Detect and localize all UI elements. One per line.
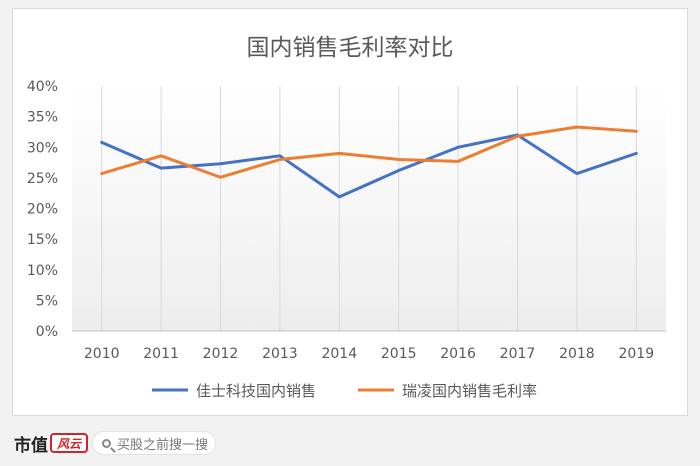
legend-item: 瑞凌国内销售毛利率 bbox=[358, 382, 537, 400]
data-point bbox=[278, 154, 281, 157]
legend-label: 瑞凌国内销售毛利率 bbox=[402, 382, 537, 400]
legend-label: 佳士科技国内销售 bbox=[196, 382, 316, 400]
brand-logo: 市值 风云 bbox=[14, 432, 88, 456]
data-point bbox=[278, 158, 281, 161]
data-point bbox=[397, 169, 400, 172]
line-chart: 国内销售毛利率对比 0% 5% 10% 15% 20% 25% 30% 35% 40% 2010… bbox=[27, 35, 666, 400]
data-point bbox=[457, 146, 460, 149]
x-tick-label: 2015 bbox=[381, 346, 417, 362]
y-tick-label: 30% bbox=[27, 140, 58, 156]
data-point bbox=[160, 167, 163, 170]
brand-text: 市值 bbox=[14, 435, 48, 456]
data-point bbox=[338, 195, 341, 198]
x-tick-label: 2016 bbox=[440, 346, 476, 362]
y-tick-label: 15% bbox=[27, 232, 58, 248]
search-placeholder: 买股之前搜一搜 bbox=[117, 437, 209, 453]
data-point bbox=[219, 176, 222, 179]
data-point bbox=[635, 152, 638, 155]
data-point bbox=[575, 126, 578, 129]
x-tick-label: 2017 bbox=[500, 346, 536, 362]
data-point bbox=[100, 172, 103, 175]
data-point bbox=[575, 172, 578, 175]
x-tick-label: 2011 bbox=[143, 346, 179, 362]
x-tick-label: 2014 bbox=[321, 346, 357, 362]
x-tick-label: 2019 bbox=[618, 346, 654, 362]
search-icon bbox=[102, 438, 111, 448]
search-box[interactable]: 买股之前搜一搜 bbox=[92, 431, 216, 455]
x-tick-label: 2012 bbox=[203, 346, 239, 362]
y-tick-label: 20% bbox=[27, 202, 58, 218]
data-point bbox=[397, 158, 400, 161]
legend-item: 佳士科技国内销售 bbox=[152, 382, 316, 400]
data-point bbox=[219, 162, 222, 165]
data-point bbox=[635, 130, 638, 133]
data-point bbox=[338, 152, 341, 155]
plot-area-background bbox=[72, 86, 666, 331]
y-tick-label: 40% bbox=[27, 79, 58, 95]
y-tick-label: 35% bbox=[27, 110, 58, 126]
brand-seal: 风云 bbox=[50, 433, 88, 453]
data-point bbox=[457, 160, 460, 163]
series-line-1 bbox=[100, 125, 638, 179]
chart-title: 国内销售毛利率对比 bbox=[247, 35, 454, 61]
data-point bbox=[100, 141, 103, 144]
y-tick-label: 10% bbox=[27, 263, 58, 279]
y-tick-label: 5% bbox=[36, 293, 58, 309]
x-tick-label: 2013 bbox=[262, 346, 298, 362]
y-tick-label: 25% bbox=[27, 171, 58, 187]
data-point bbox=[160, 154, 163, 157]
y-tick-label: 0% bbox=[36, 324, 58, 340]
footer-bar: 市值 风云 买股之前搜一搜 bbox=[0, 420, 700, 466]
x-tick-label: 2010 bbox=[84, 346, 120, 362]
x-tick-label: 2018 bbox=[559, 346, 595, 362]
data-point bbox=[516, 135, 519, 138]
